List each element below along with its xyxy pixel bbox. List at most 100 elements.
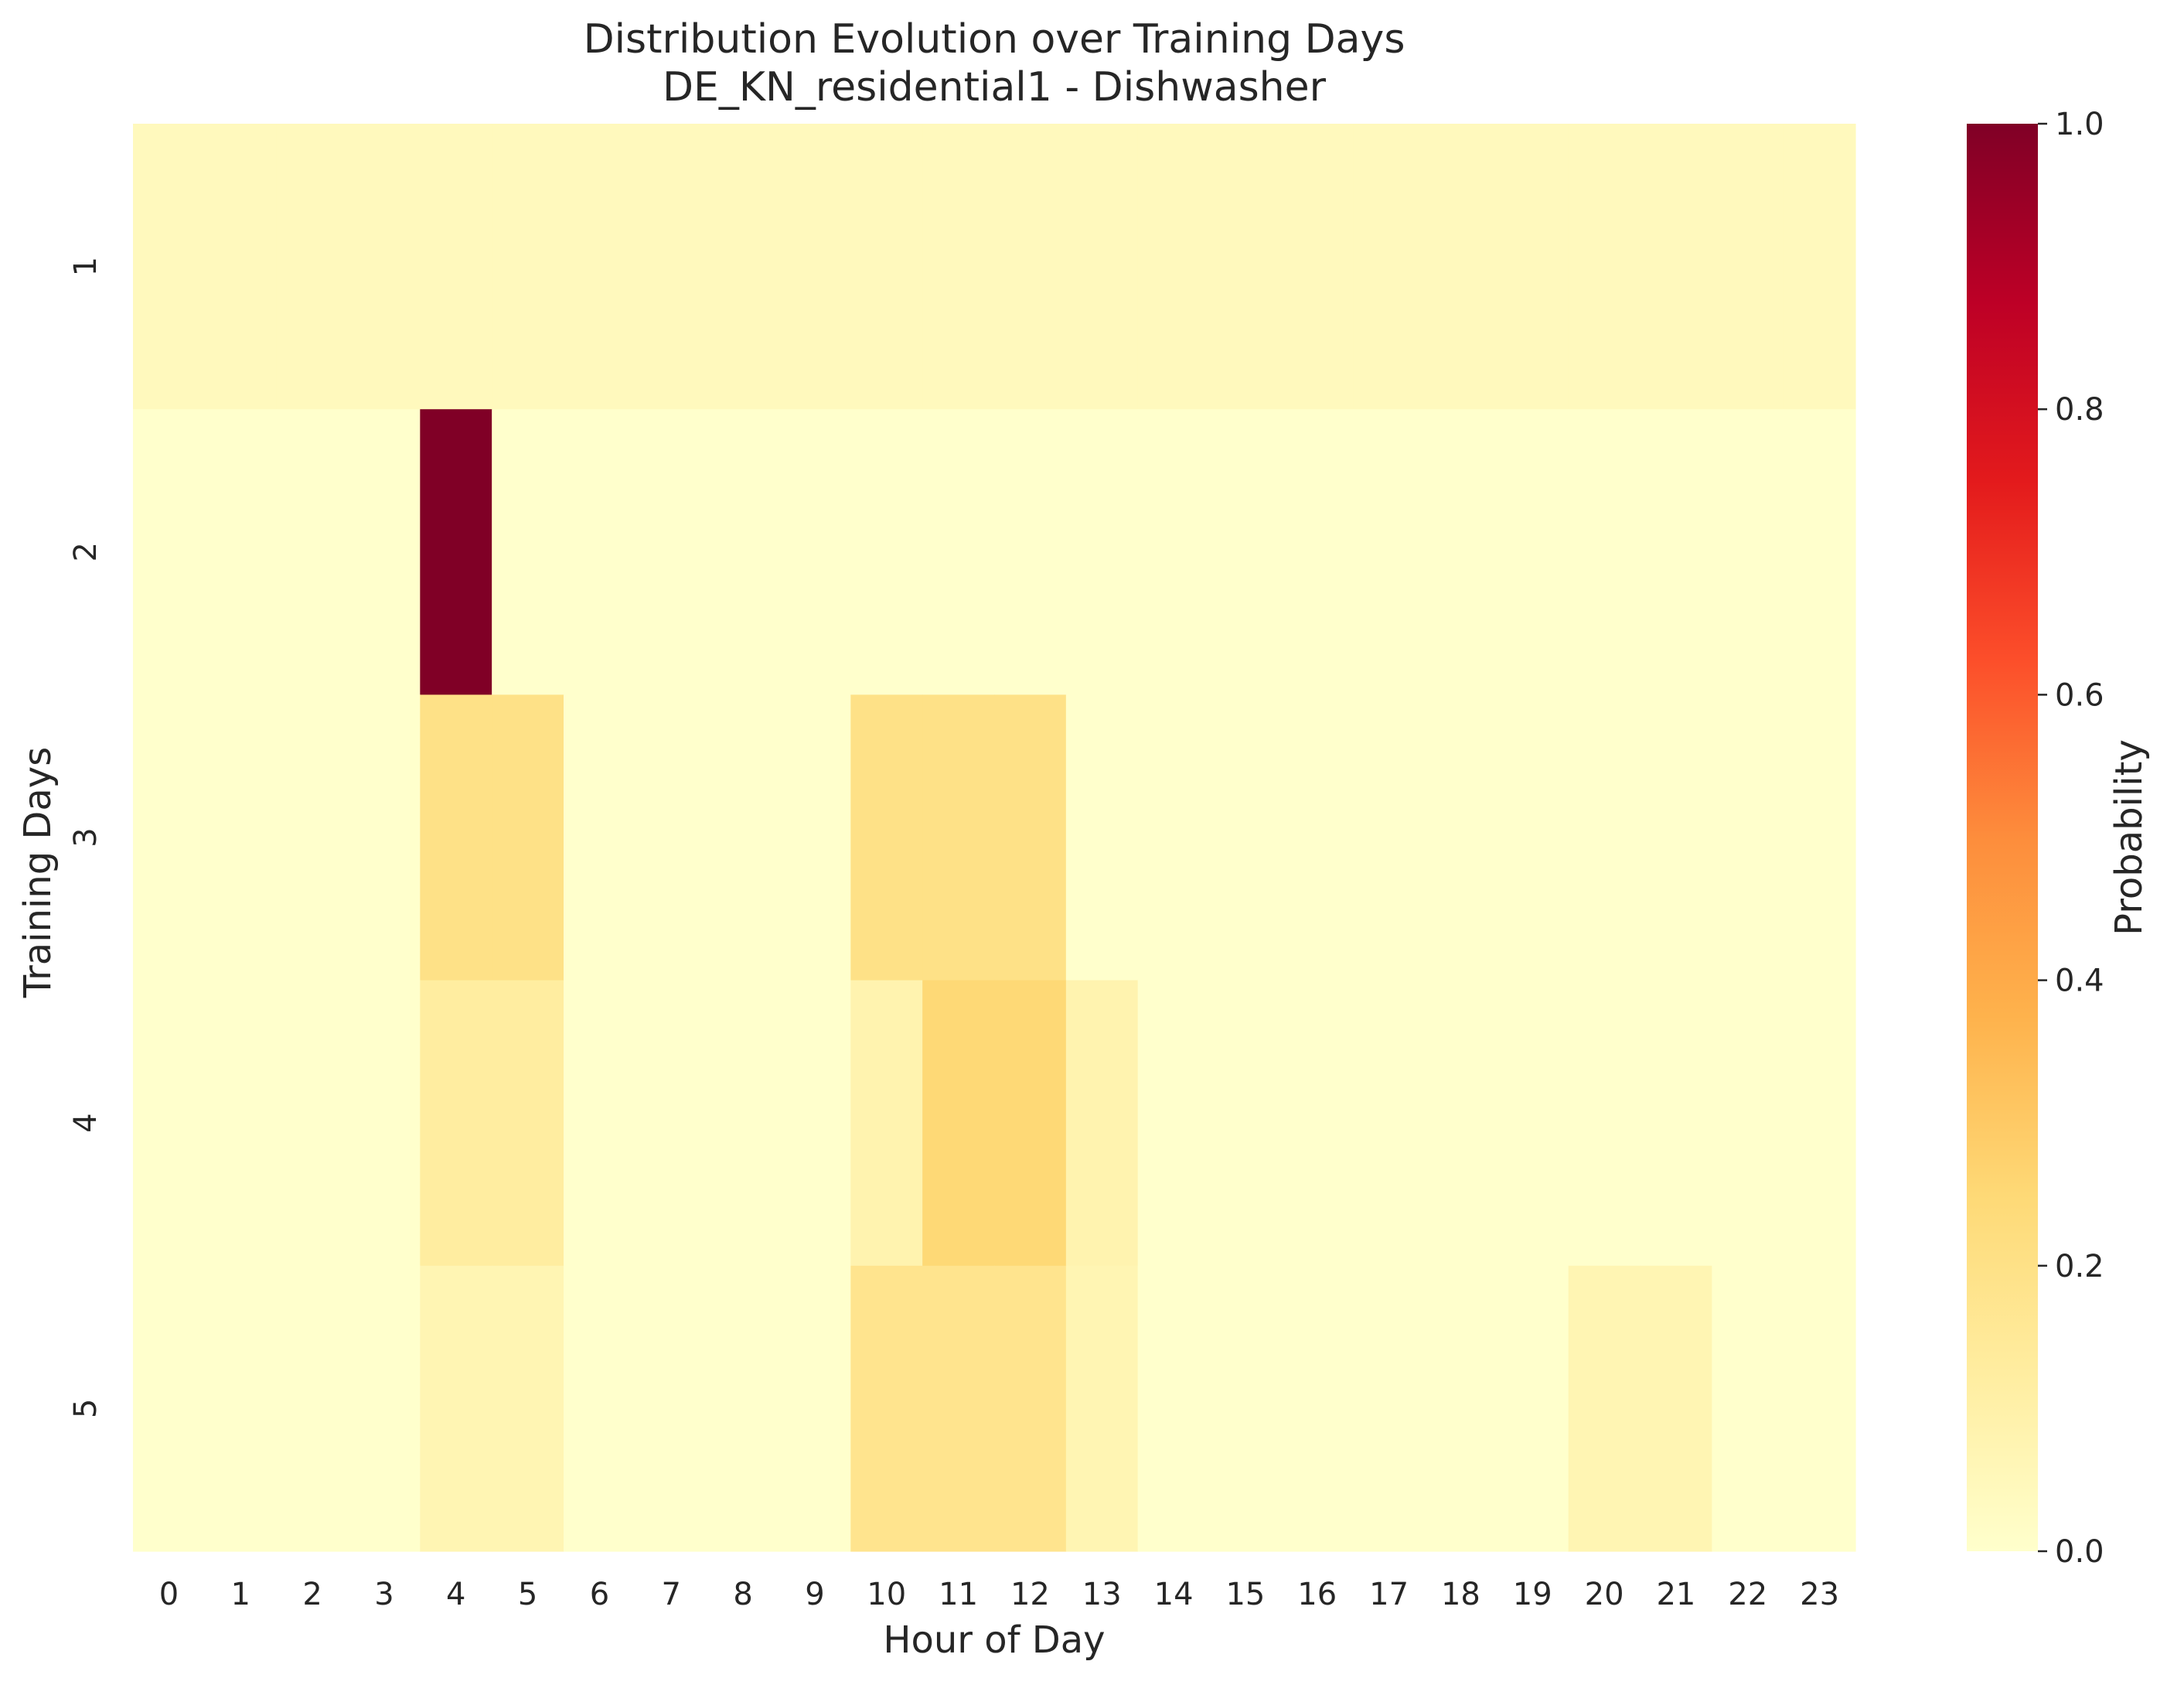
heatmap-cell (994, 980, 1067, 1267)
heatmap-cell (1137, 409, 1211, 695)
heatmap-cell (1425, 694, 1497, 981)
heatmap-cell (204, 694, 278, 981)
heatmap-cell (204, 1265, 278, 1552)
heatmap-cell (707, 409, 780, 695)
heatmap-cell (1784, 694, 1856, 981)
heatmap-cell (1568, 124, 1641, 410)
heatmap-cell (1137, 1265, 1211, 1552)
x-tick-label: 10 (867, 1577, 906, 1612)
heatmap-cell (707, 694, 780, 981)
heatmap-cell (779, 1265, 851, 1552)
heatmap-cell (564, 1265, 636, 1552)
heatmap-cell (1281, 124, 1354, 410)
heatmap-cell (1568, 694, 1641, 981)
heatmap-cell (994, 124, 1067, 410)
heatmap-cell (133, 124, 206, 410)
heatmap-cell (1281, 409, 1354, 695)
x-tick-label: 19 (1513, 1577, 1552, 1612)
heatmap-cell (1353, 694, 1426, 981)
heatmap-cell (1137, 124, 1211, 410)
heatmap-cell (1568, 980, 1641, 1267)
heatmap-cell (1065, 124, 1139, 410)
x-tick-label: 20 (1585, 1577, 1624, 1612)
heatmap-cell (348, 980, 421, 1267)
heatmap-cell (850, 1265, 923, 1552)
heatmap-cell (850, 694, 923, 981)
heatmap-cell (635, 1265, 708, 1552)
heatmap-cell (1712, 1265, 1784, 1552)
x-tick-label: 18 (1441, 1577, 1480, 1612)
heatmap-cell (994, 409, 1067, 695)
heatmap-cell (492, 980, 564, 1267)
heatmap-cell (420, 980, 492, 1267)
y-tick-label: 2 (68, 542, 104, 561)
heatmap-cell (204, 409, 278, 695)
colorbar-tick-label: 0.4 (2055, 964, 2104, 999)
heatmap-cell (133, 694, 206, 981)
heatmap-cell (348, 124, 421, 410)
heatmap-cell (1712, 409, 1784, 695)
heatmap-cell (1065, 980, 1139, 1267)
x-tick-label: 16 (1297, 1577, 1337, 1612)
y-tick-label: 5 (68, 1399, 104, 1418)
heatmap-cell (564, 409, 636, 695)
heatmap-cell (1353, 124, 1426, 410)
heatmap-cell (779, 980, 851, 1267)
heatmap-cell (1137, 980, 1211, 1267)
heatmap-cell (635, 409, 708, 695)
heatmap-cell (850, 980, 923, 1267)
x-tick-label: 17 (1369, 1577, 1409, 1612)
heatmap-cell (1496, 694, 1569, 981)
colorbar-tick-label: 0.6 (2055, 677, 2104, 713)
heatmap-cell (850, 409, 923, 695)
heatmap-cell (492, 124, 564, 410)
heatmap-cell (1209, 694, 1282, 981)
x-tick-label: 9 (805, 1577, 824, 1612)
heatmap-cell (1425, 124, 1497, 410)
colorbar-tick-label: 1.0 (2055, 107, 2104, 142)
heatmap-cell (1209, 1265, 1282, 1552)
colorbar-tick-label: 0.0 (2055, 1534, 2104, 1570)
heatmap-cell (564, 124, 636, 410)
heatmap-cell (922, 409, 995, 695)
heatmap-cell (1496, 980, 1569, 1267)
x-tick-label: 14 (1154, 1577, 1194, 1612)
heatmap-cell (922, 980, 995, 1267)
y-tick-label: 3 (68, 827, 104, 847)
y-tick-label: 1 (68, 257, 104, 276)
heatmap-cell (276, 409, 349, 695)
heatmap-cell (492, 694, 564, 981)
heatmap-cell (922, 1265, 995, 1552)
heatmap-cell (1712, 694, 1784, 981)
heatmap-cell (707, 1265, 780, 1552)
x-tick-label: 11 (939, 1577, 978, 1612)
heatmap-cell (420, 409, 492, 695)
heatmap-cells (133, 124, 1856, 1552)
heatmap-cell (1568, 409, 1641, 695)
y-axis-label: Training Days (16, 747, 60, 998)
heatmap-cell (276, 694, 349, 981)
heatmap-cell (204, 980, 278, 1267)
heatmap-cell (1065, 1265, 1139, 1552)
heatmap-cell (420, 694, 492, 981)
colorbar-label: Probability (2107, 739, 2151, 936)
heatmap-cell (492, 409, 564, 695)
colorbar-tick-label: 0.2 (2055, 1249, 2104, 1284)
heatmap-cell (1281, 980, 1354, 1267)
x-tick-labels: 0 1 2 3 4 5 6 7 8 9 10 11 12 13 14 15 16 17 18 19 20 21 22 23 (159, 1577, 1839, 1612)
x-tick-label: 4 (446, 1577, 465, 1612)
heatmap-cell (1209, 980, 1282, 1267)
x-tick-label: 0 (159, 1577, 179, 1612)
heatmap-cell (1640, 409, 1712, 695)
heatmap-cell (133, 1265, 206, 1552)
heatmap-cell (1640, 694, 1712, 981)
x-tick-label: 23 (1800, 1577, 1839, 1612)
heatmap-cell (994, 694, 1067, 981)
heatmap-cell (850, 124, 923, 410)
heatmap-cell (1784, 409, 1856, 695)
heatmap-cell (564, 694, 636, 981)
x-tick-label: 7 (662, 1577, 681, 1612)
heatmap-cell (348, 1265, 421, 1552)
heatmap-cell (1712, 124, 1784, 410)
